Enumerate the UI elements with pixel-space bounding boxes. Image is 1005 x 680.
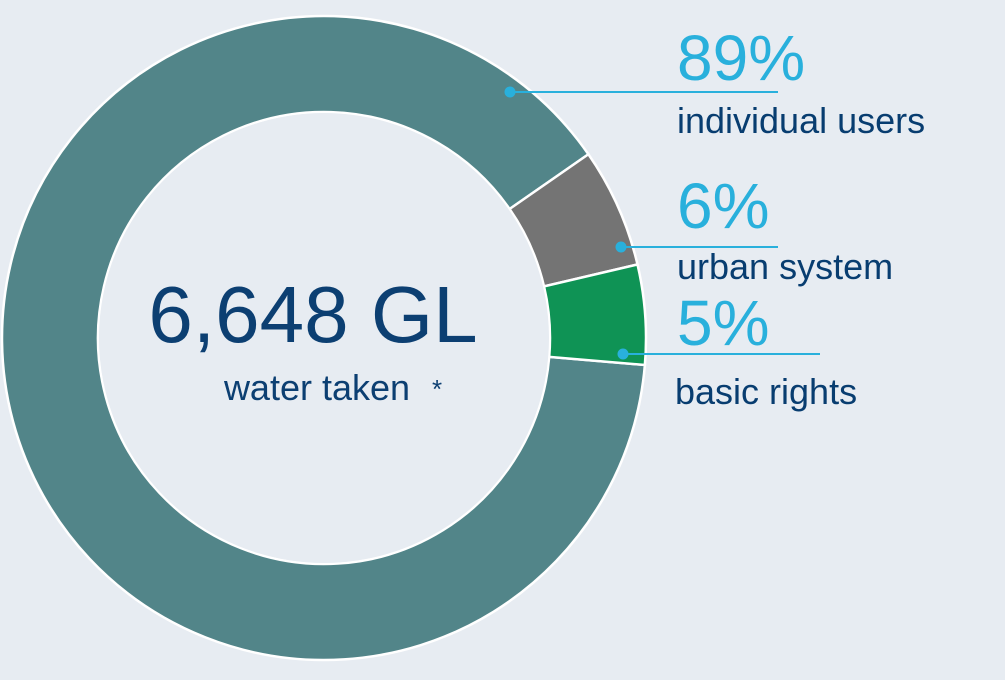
slice-category-label-0: individual users	[677, 100, 925, 141]
total-volume-caption: water taken	[223, 367, 410, 408]
total-volume: 6,648 GL	[148, 270, 477, 359]
footnote-mark: *	[432, 374, 442, 404]
donut-slice-0	[0, 14, 647, 662]
caption-text: water taken	[223, 367, 410, 408]
callout-dot-0	[504, 86, 516, 98]
slice-value-label-2: 5%	[677, 287, 770, 359]
slice-category-label-2: basic rights	[675, 371, 857, 412]
donut-slice-2	[542, 262, 648, 367]
callout-dot-1	[615, 241, 627, 253]
callout-lines	[504, 86, 820, 360]
slice-value-label-0: 89%	[677, 22, 805, 94]
slice-category-label-1: urban system	[677, 246, 893, 287]
donut-hole	[99, 113, 549, 563]
callout-dot-2	[617, 348, 629, 360]
slice-value-label-1: 6%	[677, 170, 770, 242]
donut-slices	[0, 14, 648, 662]
